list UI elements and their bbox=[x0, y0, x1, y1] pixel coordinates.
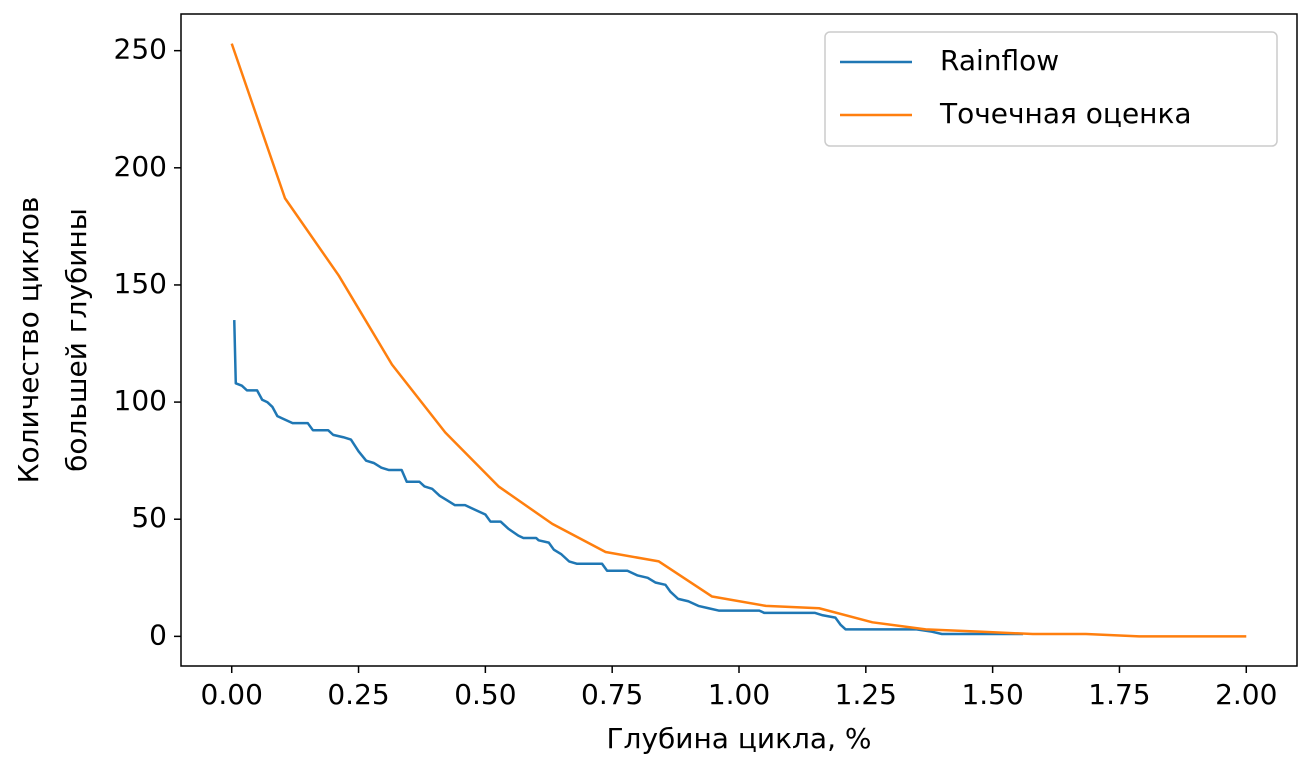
legend-label: Точечная оценка bbox=[939, 97, 1192, 130]
line bbox=[230, 43, 1247, 638]
x-tick-label: 1.50 bbox=[961, 678, 1023, 711]
y-tick-label: 250 bbox=[114, 33, 167, 66]
y-tick-label: 150 bbox=[114, 267, 167, 300]
x-tick-label: 1.25 bbox=[835, 678, 897, 711]
y-tick-label: 50 bbox=[131, 501, 167, 534]
y-axis-label: большей глубины bbox=[60, 208, 93, 472]
plot-frame bbox=[180, 13, 1298, 667]
y-axis-label: Количество циклов bbox=[12, 197, 45, 484]
x-tick-label: 0.00 bbox=[201, 678, 263, 711]
y-tick-label: 0 bbox=[149, 618, 167, 651]
x-tick-label: 0.50 bbox=[454, 678, 516, 711]
legend-label: Rainflow bbox=[940, 44, 1059, 77]
legend-box bbox=[824, 31, 1278, 147]
y-tick-label: 100 bbox=[114, 384, 167, 417]
y-tick-label: 200 bbox=[114, 150, 167, 183]
line bbox=[233, 320, 1024, 636]
x-tick-label: 2.00 bbox=[1215, 678, 1277, 711]
x-tick-label: 0.75 bbox=[581, 678, 643, 711]
x-axis-label: Глубина цикла, % bbox=[606, 722, 871, 755]
x-tick-label: 0.25 bbox=[327, 678, 389, 711]
x-tick-label: 1.75 bbox=[1088, 678, 1150, 711]
x-tick-label: 1.00 bbox=[708, 678, 770, 711]
